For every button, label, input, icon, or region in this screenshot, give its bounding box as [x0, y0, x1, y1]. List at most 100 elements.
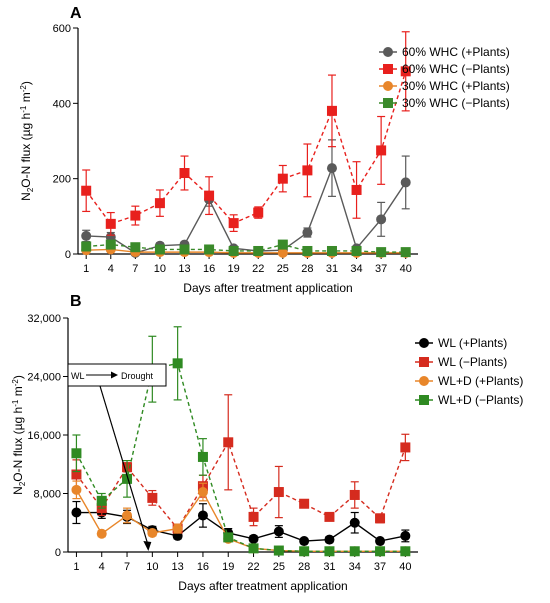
x-tick-label: 40 [399, 561, 411, 573]
y-tick-label: 0 [55, 547, 61, 559]
series-group [81, 139, 411, 258]
data-point-square [400, 546, 411, 557]
data-point-square [324, 546, 335, 557]
data-point-square [154, 198, 165, 209]
x-tick-label: 13 [178, 263, 190, 275]
legend-marker-square [419, 357, 429, 367]
data-point-square [248, 543, 259, 554]
data-point-square [302, 245, 313, 256]
x-tick-label: 37 [374, 561, 386, 573]
data-point-square [130, 242, 141, 253]
panel-b-chart: 0 8,000 16,000 24,000 32,000 1 4 7 10 13 16 19 22 25 2… [11, 293, 523, 593]
y-axis-title-part: N [19, 192, 33, 201]
y-axis-title: N2O-N flux (µg h-1 m-2) [19, 81, 35, 201]
data-point-square [71, 448, 82, 459]
data-point-circle [400, 530, 411, 541]
x-tick-label: 1 [83, 263, 89, 275]
data-point-square [204, 190, 215, 201]
legend-marker-circle [419, 338, 429, 348]
y-axis-title-part: -1 [11, 399, 20, 407]
data-point-square [179, 244, 190, 255]
data-point-circle [81, 230, 92, 241]
panel-label: B [70, 293, 82, 310]
data-point-square [197, 451, 208, 462]
data-point-square [351, 184, 362, 195]
y-axis-title-part: -2 [11, 379, 20, 387]
data-point-square [277, 173, 288, 184]
data-point-circle [96, 528, 107, 539]
series-line [75, 440, 407, 530]
x-tick-label: 19 [222, 561, 234, 573]
data-point-circle [273, 526, 284, 537]
series-group [81, 239, 411, 258]
annotation-inner-arrowhead [111, 371, 118, 379]
x-tick-label: 34 [350, 263, 362, 275]
annotation-pointer-arrowhead [143, 541, 152, 551]
data-point-square [299, 546, 310, 557]
data-point-square [277, 239, 288, 250]
data-point-square [375, 546, 386, 557]
legend-label: 60% WHC (−Plants) [402, 62, 510, 76]
panel-a-chart: 0 200 400 600 1 4 7 10 13 16 19 22 25 28 31 34 37 40 Days … [19, 5, 510, 295]
legend: WL (+Plants) WL (−Plants) WL+D (+Plants) WL… [415, 336, 523, 407]
x-tick-label: 10 [146, 561, 158, 573]
data-point-square [302, 165, 313, 176]
data-point-square [96, 495, 107, 506]
x-tick-label: 25 [277, 263, 289, 275]
data-point-circle [147, 527, 158, 538]
data-point-square [122, 473, 133, 484]
x-axis-title: Days after treatment application [178, 579, 347, 593]
data-point-circle [71, 484, 82, 495]
data-point-square [253, 207, 264, 218]
data-point-square [204, 244, 215, 255]
data-point-square [376, 247, 387, 258]
y-tick-label: 32,000 [27, 313, 61, 325]
x-axis-title: Days after treatment application [183, 281, 352, 295]
legend-label: 30% WHC (−Plants) [402, 96, 510, 110]
legend-label: 60% WHC (+Plants) [402, 45, 510, 59]
legend: 60% WHC (+Plants) 60% WHC (−Plants) 30% WH… [379, 45, 510, 110]
annotation-start-label: WL [71, 371, 85, 381]
data-point-circle [375, 536, 386, 547]
data-point-circle [248, 533, 259, 544]
y-axis-title-part: -2 [19, 85, 28, 93]
data-point-circle [299, 536, 310, 547]
data-point-circle [197, 510, 208, 521]
data-point-square [400, 66, 411, 77]
data-point-circle [122, 510, 133, 521]
data-point-circle [349, 517, 360, 528]
data-point-circle [172, 523, 183, 534]
data-point-square [223, 532, 234, 543]
series-line [85, 71, 407, 225]
x-tick-label: 25 [273, 561, 285, 573]
x-tick-label: 22 [252, 263, 264, 275]
legend-label: WL (+Plants) [438, 336, 507, 350]
annotation-end-label: Drought [121, 371, 154, 381]
data-point-square [228, 218, 239, 229]
x-tick-label: 28 [301, 263, 313, 275]
x-tick-label: 10 [154, 263, 166, 275]
annotation-pointer-line [99, 385, 149, 547]
x-tick-label: 31 [323, 561, 335, 573]
y-axis-title-part: 2 [26, 187, 35, 192]
x-tick-label: 22 [247, 561, 259, 573]
data-point-square [130, 210, 141, 221]
legend-label: WL (−Plants) [438, 355, 507, 369]
data-point-square [105, 218, 116, 229]
data-point-square [105, 239, 116, 250]
data-point-square [349, 489, 360, 500]
x-tick-label: 40 [400, 263, 412, 275]
series-line [75, 362, 406, 552]
x-tick-label: 31 [326, 263, 338, 275]
series-group [71, 394, 411, 534]
y-axis-title-part: ) [19, 81, 33, 85]
x-tick-label: 1 [73, 561, 79, 573]
y-axis-title-part: -1 [19, 105, 28, 113]
x-tick-label: 16 [203, 263, 215, 275]
data-point-square [376, 145, 387, 156]
data-point-square [324, 511, 335, 522]
data-point-square [223, 437, 234, 448]
data-point-square [326, 245, 337, 256]
